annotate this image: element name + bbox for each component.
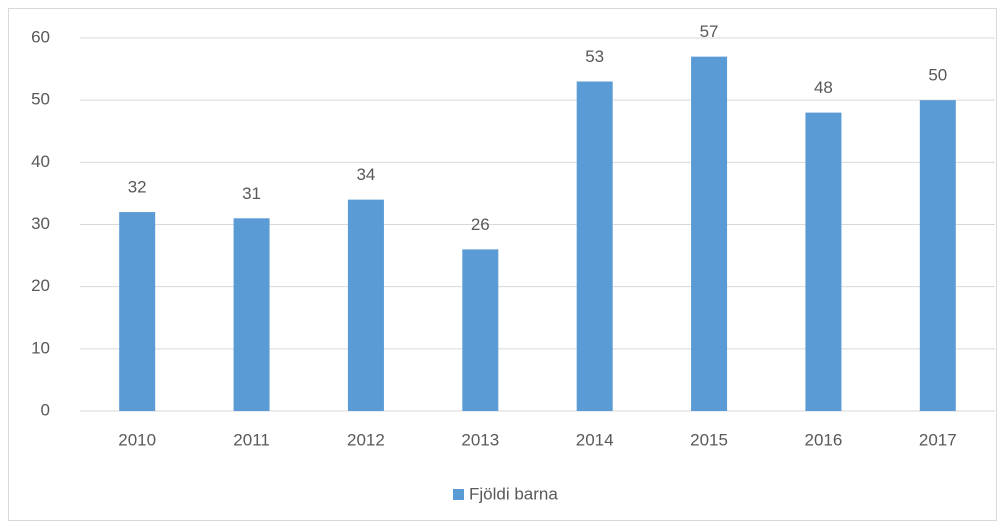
data-label: 50 [928, 66, 947, 85]
y-tick-label: 50 [31, 90, 50, 109]
data-label: 32 [128, 178, 147, 197]
bar [119, 212, 156, 411]
chart-border [8, 8, 997, 521]
y-tick-label: 20 [31, 276, 50, 295]
y-tick-label: 10 [31, 338, 50, 357]
bar [233, 218, 270, 411]
bar [576, 81, 613, 412]
data-label: 48 [814, 78, 833, 97]
data-label: 26 [471, 215, 490, 234]
x-tick-label: 2013 [461, 430, 499, 449]
bar [462, 249, 499, 411]
data-label: 57 [700, 22, 719, 41]
y-tick-label: 30 [31, 214, 50, 233]
y-tick-label: 40 [31, 152, 50, 171]
y-tick-label: 60 [31, 27, 50, 46]
legend-swatch [453, 489, 464, 500]
bar [347, 199, 384, 411]
bar [691, 56, 728, 412]
y-tick-label: 0 [41, 400, 50, 419]
x-tick-label: 2017 [919, 430, 957, 449]
bar [919, 100, 956, 412]
legend-label: Fjöldi barna [469, 484, 558, 503]
data-label: 31 [242, 184, 261, 203]
x-tick-label: 2015 [690, 430, 728, 449]
x-tick-label: 2016 [805, 430, 843, 449]
data-label: 34 [356, 165, 375, 184]
bar [805, 112, 842, 411]
x-tick-label: 2012 [347, 430, 385, 449]
x-tick-label: 2011 [233, 430, 270, 449]
x-tick-label: 2010 [118, 430, 156, 449]
data-label: 53 [585, 47, 604, 66]
x-tick-label: 2014 [576, 430, 614, 449]
